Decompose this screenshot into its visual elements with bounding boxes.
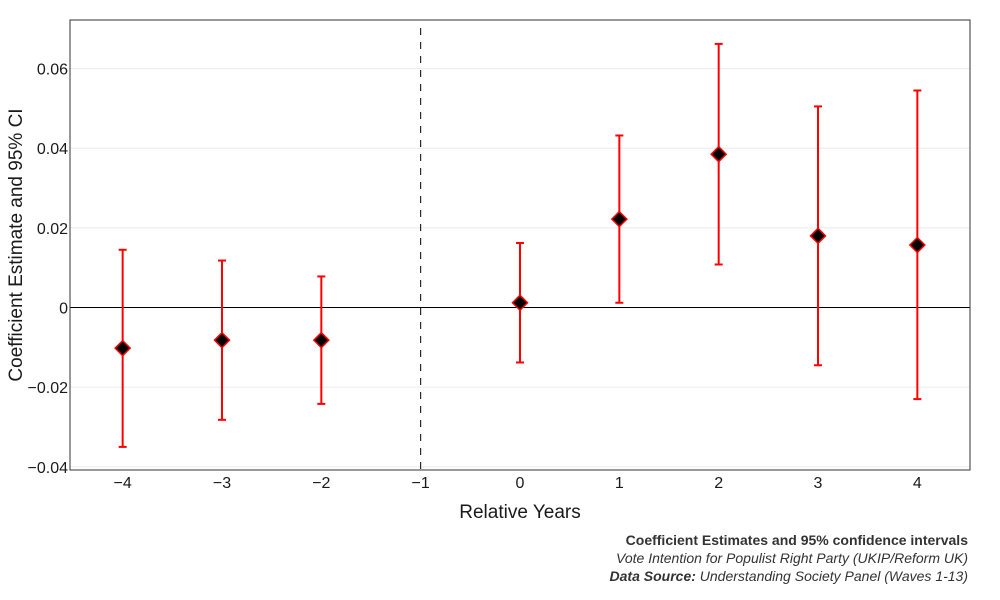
- caption-subtitle: Vote Intention for Populist Right Party …: [616, 550, 968, 566]
- point-marker: [610, 210, 628, 228]
- point-marker: [908, 236, 926, 254]
- x-tick-label: 2: [714, 475, 723, 492]
- point-markers: [114, 145, 926, 357]
- y-tick-label: 0.06: [37, 62, 68, 79]
- caption-source-label: Data Source:: [609, 568, 696, 584]
- y-tick-label: 0.04: [37, 141, 68, 158]
- caption-title: Coefficient Estimates and 95% confidence…: [625, 532, 968, 548]
- y-tick-label: −0.04: [28, 460, 69, 477]
- point-marker: [213, 331, 231, 349]
- y-tick-label: −0.02: [28, 380, 69, 397]
- x-tick-labels: −4 −3 −2 −1 0 1 2 3 4: [114, 475, 922, 492]
- plot-frame: [69, 19, 971, 471]
- x-tick-label: −1: [412, 475, 430, 492]
- x-tick-label: 4: [913, 475, 922, 492]
- x-tick-label: −4: [114, 475, 132, 492]
- point-marker: [809, 227, 827, 245]
- x-tick-label: −3: [213, 475, 231, 492]
- point-marker: [710, 145, 728, 163]
- x-tick-label: −2: [312, 475, 330, 492]
- y-tick-label: 0.02: [37, 221, 68, 238]
- point-marker: [114, 339, 132, 357]
- y-tick-labels: −0.04 −0.02 0 0.02 0.04 0.06: [28, 62, 69, 477]
- x-tick-label: 3: [814, 475, 823, 492]
- x-axis-title: Relative Years: [459, 502, 580, 523]
- y-axis-title: Coefficient Estimate and 95% CI: [6, 108, 27, 381]
- point-marker: [511, 294, 529, 312]
- caption-source-text: Understanding Society Panel (Waves 1-13): [699, 568, 968, 584]
- error-bars: [118, 42, 922, 448]
- caption-source: Data Source: Understanding Society Panel…: [610, 568, 968, 584]
- x-tick-label: 0: [516, 475, 525, 492]
- y-tick-label: 0: [59, 301, 68, 318]
- x-tick-label: 1: [615, 475, 624, 492]
- point-marker: [312, 331, 330, 349]
